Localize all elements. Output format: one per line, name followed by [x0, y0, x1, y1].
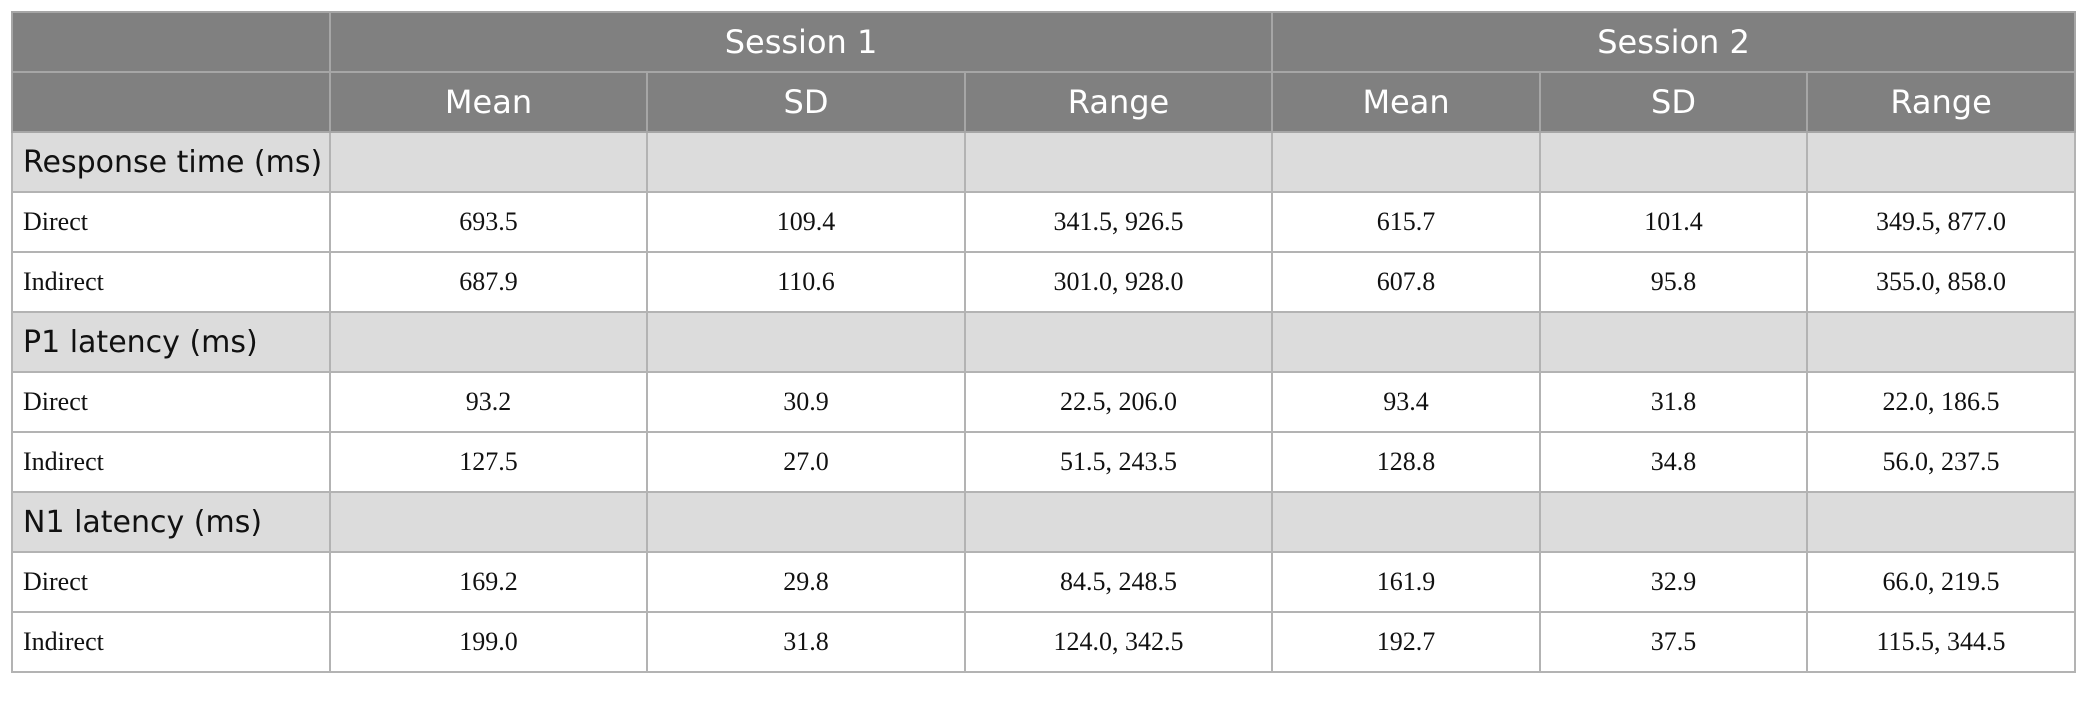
data-row: Indirect 687.9 110.6 301.0, 928.0 607.8 95.8 3… — [11, 251, 2077, 313]
data-cell: 101.4 — [1539, 191, 1809, 253]
data-cell: 199.0 — [329, 611, 648, 673]
data-cell: 37.5 — [1539, 611, 1809, 673]
corner-cell — [11, 71, 331, 133]
section-row: P1 latency (ms) — [11, 311, 2077, 373]
empty-cell — [1806, 491, 2077, 553]
data-cell: 31.8 — [646, 611, 966, 673]
empty-cell — [1271, 311, 1542, 373]
empty-cell — [329, 311, 648, 373]
data-cell: 29.8 — [646, 551, 966, 613]
results-table: Session 1 Session 2 Mean SD Range Mean SD Range… — [11, 11, 2077, 673]
data-cell: 169.2 — [329, 551, 648, 613]
empty-cell — [1539, 131, 1809, 193]
data-cell: 161.9 — [1271, 551, 1542, 613]
column-header: Mean — [329, 71, 648, 133]
section-title: Response time (ms) — [11, 131, 331, 193]
data-cell: 355.0, 858.0 — [1806, 251, 2077, 313]
empty-cell — [329, 491, 648, 553]
empty-cell — [646, 491, 966, 553]
empty-cell — [646, 131, 966, 193]
data-row: Indirect 127.5 27.0 51.5, 243.5 128.8 34.8 56.… — [11, 431, 2077, 493]
data-cell: 27.0 — [646, 431, 966, 493]
data-cell: 66.0, 219.5 — [1806, 551, 2077, 613]
data-cell: 607.8 — [1271, 251, 1542, 313]
data-cell: 93.4 — [1271, 371, 1542, 433]
data-cell: 95.8 — [1539, 251, 1809, 313]
data-cell: 56.0, 237.5 — [1806, 431, 2077, 493]
table-body: Session 1 Session 2 Mean SD Range Mean SD Range… — [11, 11, 2077, 673]
group-header: Session 1 — [328, 11, 1274, 73]
data-cell: 51.5, 243.5 — [963, 431, 1274, 493]
data-cell: 349.5, 877.0 — [1806, 191, 2077, 253]
column-header: Range — [963, 71, 1274, 133]
section-row: Response time (ms) — [11, 131, 2077, 193]
data-cell: 109.4 — [646, 191, 966, 253]
row-label: Direct — [11, 551, 331, 613]
data-cell: 84.5, 248.5 — [963, 551, 1274, 613]
data-cell: 22.5, 206.0 — [963, 371, 1274, 433]
data-row: Indirect 199.0 31.8 124.0, 342.5 192.7 37.5 11… — [11, 611, 2077, 673]
column-header-row: Mean SD Range Mean SD Range — [11, 71, 2077, 133]
data-cell: 110.6 — [646, 251, 966, 313]
data-cell: 192.7 — [1271, 611, 1542, 673]
empty-cell — [329, 131, 648, 193]
empty-cell — [1806, 131, 2077, 193]
empty-cell — [1539, 491, 1809, 553]
data-cell: 22.0, 186.5 — [1806, 371, 2077, 433]
data-cell: 34.8 — [1539, 431, 1809, 493]
data-cell: 615.7 — [1271, 191, 1542, 253]
empty-cell — [1539, 311, 1809, 373]
section-title: P1 latency (ms) — [11, 311, 331, 373]
column-header: Range — [1806, 71, 2077, 133]
row-label: Indirect — [11, 251, 331, 313]
data-row: Direct 169.2 29.8 84.5, 248.5 161.9 32.9 66.0,… — [11, 551, 2077, 613]
group-header-row: Session 1 Session 2 — [11, 11, 2077, 73]
row-label: Direct — [11, 371, 331, 433]
corner-cell — [11, 11, 331, 73]
data-cell: 693.5 — [329, 191, 648, 253]
row-label: Indirect — [11, 611, 331, 673]
row-label: Direct — [11, 191, 331, 253]
data-cell: 124.0, 342.5 — [963, 611, 1274, 673]
data-cell: 31.8 — [1539, 371, 1809, 433]
data-cell: 301.0, 928.0 — [963, 251, 1274, 313]
empty-cell — [1271, 491, 1542, 553]
data-cell: 115.5, 344.5 — [1806, 611, 2077, 673]
empty-cell — [963, 131, 1274, 193]
data-cell: 30.9 — [646, 371, 966, 433]
data-cell: 341.5, 926.5 — [963, 191, 1274, 253]
section-title: N1 latency (ms) — [11, 491, 331, 553]
data-row: Direct 693.5 109.4 341.5, 926.5 615.7 101.4 34… — [11, 191, 2077, 253]
data-row: Direct 93.2 30.9 22.5, 206.0 93.4 31.8 22.0, 1… — [11, 371, 2077, 433]
column-header: Mean — [1271, 71, 1542, 133]
group-header: Session 2 — [1271, 11, 2077, 73]
data-cell: 128.8 — [1271, 431, 1542, 493]
section-row: N1 latency (ms) — [11, 491, 2077, 553]
empty-cell — [963, 311, 1274, 373]
row-label: Indirect — [11, 431, 331, 493]
data-cell: 687.9 — [329, 251, 648, 313]
data-cell: 127.5 — [329, 431, 648, 493]
data-cell: 32.9 — [1539, 551, 1809, 613]
empty-cell — [1271, 131, 1542, 193]
data-cell: 93.2 — [329, 371, 648, 433]
empty-cell — [963, 491, 1274, 553]
empty-cell — [1806, 311, 2077, 373]
column-header: SD — [646, 71, 966, 133]
column-header: SD — [1539, 71, 1809, 133]
empty-cell — [646, 311, 966, 373]
